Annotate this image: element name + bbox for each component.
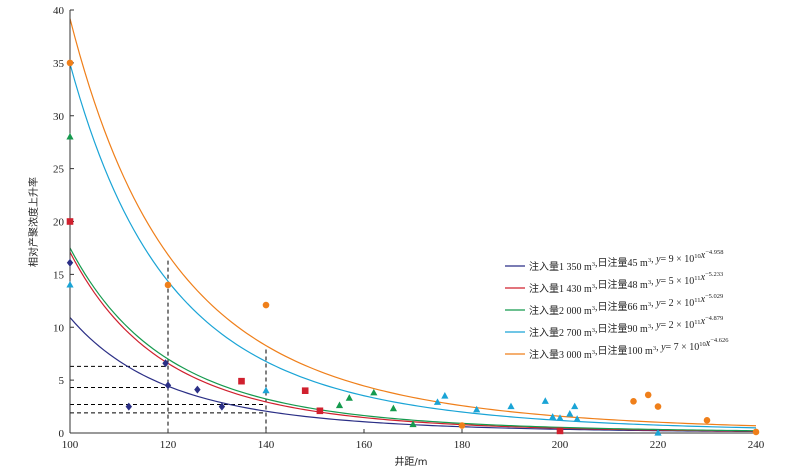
data-point-series-5: [262, 301, 270, 309]
data-point-series-3: [370, 388, 378, 396]
data-point-series-2: [556, 427, 564, 435]
y-tick-label: 25: [53, 164, 65, 176]
data-point-series-1: [162, 359, 169, 368]
data-point-series-3: [335, 401, 344, 409]
x-tick-label: 180: [454, 439, 471, 451]
data-point-series-5: [458, 422, 466, 429]
data-point-series-5: [644, 391, 652, 399]
data-point-series-1: [164, 381, 172, 390]
data-point-series-4: [573, 415, 581, 422]
fit-curve-series-4: [69, 63, 757, 429]
data-point-series-4: [262, 386, 270, 394]
data-point-series-2: [238, 377, 245, 385]
data-point-series-3: [66, 132, 74, 140]
data-point-series-4: [507, 402, 515, 410]
data-point-series-1: [125, 402, 132, 411]
y-tick-label: 30: [53, 111, 65, 123]
data-point-series-3: [389, 404, 397, 412]
data-point-series-4: [66, 280, 74, 288]
data-point-series-1: [194, 385, 201, 394]
data-points: [66, 59, 760, 436]
data-point-series-2: [316, 407, 324, 415]
data-point-series-2: [66, 218, 74, 225]
reference-lines: [70, 260, 267, 433]
y-tick-label: 15: [53, 269, 65, 281]
x-axis-label: 井距/m: [394, 455, 427, 468]
data-point-series-4: [549, 413, 557, 420]
y-axis-label: 相对产聚浓度上升率: [27, 177, 40, 267]
x-tick-label: 240: [748, 439, 765, 451]
fit-curve-series-5: [69, 18, 757, 427]
y-tick-label: 10: [53, 322, 65, 334]
x-tick-label: 220: [650, 439, 667, 451]
data-point-series-5: [654, 403, 662, 410]
x-tick-label: 120: [160, 439, 177, 451]
data-point-series-5: [630, 397, 637, 405]
data-point-series-1: [66, 258, 74, 267]
x-tick-label: 100: [62, 439, 79, 451]
legend: 注入量1 350 m3,日注量45 m3, y= 9 × 1010x−4.958…: [505, 249, 729, 361]
y-tick-label: 35: [53, 58, 65, 70]
data-point-series-4: [473, 405, 481, 413]
legend-label-series-3: 注入量2 000 m3,日注量66 m3, y= 2 × 1011x−5.029: [529, 293, 723, 317]
ticks: 100 120 140 160 180 200 220 240 0 5 10 15 20 25 30 35 40: [53, 5, 765, 451]
fit-curve-series-3: [69, 247, 757, 432]
x-tick-label: 200: [552, 439, 569, 451]
data-point-series-3: [409, 420, 417, 428]
data-point-series-4: [571, 402, 579, 410]
data-point-series-5: [66, 59, 74, 67]
legend-label-series-1: 注入量1 350 m3,日注量45 m3, y= 9 × 1010x−4.958: [529, 249, 724, 273]
data-point-series-1: [218, 402, 226, 411]
legend-label-series-5: 注入量3 000 m3,日注量100 m3, y= 7 × 1010x−4.62…: [529, 337, 729, 361]
data-point-series-5: [164, 281, 172, 289]
x-tick-label: 160: [356, 439, 373, 451]
data-point-series-4: [541, 397, 549, 404]
y-tick-label: 20: [53, 217, 65, 229]
legend-label-series-2: 注入量1 430 m3,日注量48 m3, y= 5 × 1011x−5.233: [529, 271, 723, 295]
data-point-series-4: [441, 391, 449, 399]
fit-curve-series-1: [69, 317, 757, 433]
y-tick-label: 40: [53, 5, 65, 17]
data-point-series-5: [752, 428, 760, 436]
fit-curves: [69, 18, 757, 433]
data-point-series-4: [433, 398, 442, 405]
data-point-series-5: [703, 417, 711, 424]
axes: [69, 10, 756, 434]
y-tick-label: 5: [59, 375, 65, 387]
data-point-series-2: [301, 387, 309, 394]
data-point-series-4: [566, 409, 574, 417]
data-point-series-3: [345, 394, 353, 401]
x-tick-label: 140: [258, 439, 275, 451]
legend-label-series-4: 注入量2 700 m3,日注量90 m3, y= 2 × 1011x−4.879: [529, 315, 723, 339]
data-point-series-4: [556, 414, 564, 421]
y-tick-label: 0: [59, 428, 65, 440]
data-point-series-4: [654, 429, 662, 436]
